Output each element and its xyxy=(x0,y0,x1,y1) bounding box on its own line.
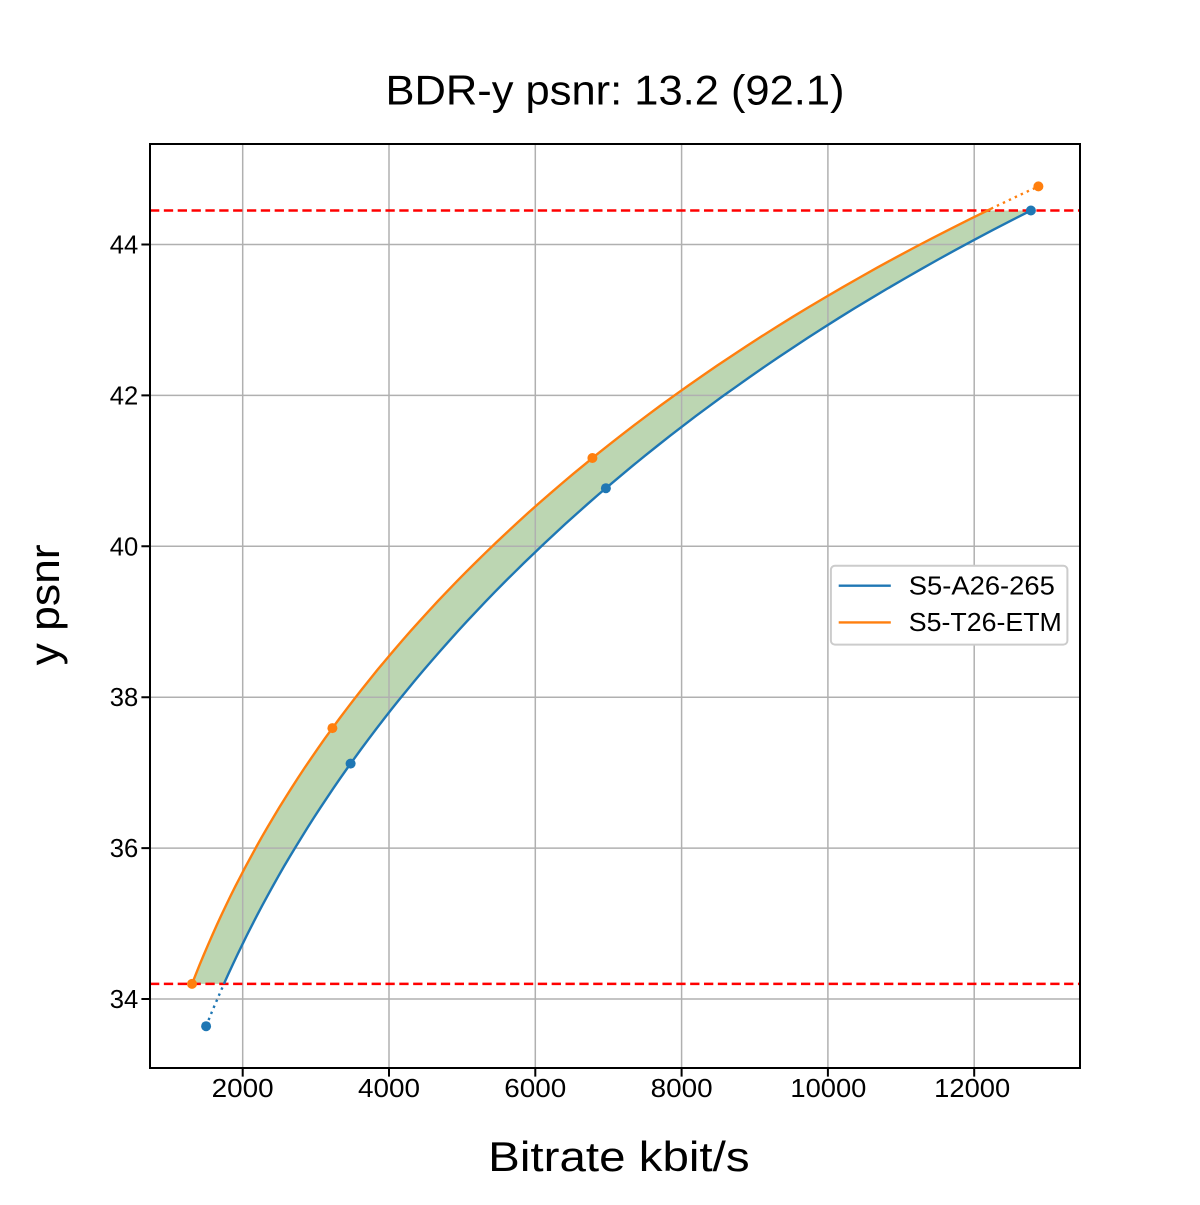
svg-text:Bitrate kbit/s: Bitrate kbit/s xyxy=(488,1133,749,1180)
svg-text:y psnr: y psnr xyxy=(21,544,68,665)
svg-text:8000: 8000 xyxy=(651,1073,713,1103)
svg-text:10000: 10000 xyxy=(790,1073,866,1103)
svg-text:12000: 12000 xyxy=(934,1073,1010,1103)
svg-text:6000: 6000 xyxy=(504,1073,566,1103)
svg-text:34: 34 xyxy=(110,984,139,1014)
svg-text:BDR-y psnr: 13.2 (92.1): BDR-y psnr: 13.2 (92.1) xyxy=(386,67,845,114)
svg-text:44: 44 xyxy=(110,229,139,259)
svg-text:2000: 2000 xyxy=(212,1073,274,1103)
svg-text:40: 40 xyxy=(110,531,139,561)
svg-text:S5-A26-265: S5-A26-265 xyxy=(909,571,1055,601)
svg-text:36: 36 xyxy=(110,833,139,863)
svg-text:4000: 4000 xyxy=(358,1073,420,1103)
svg-text:42: 42 xyxy=(110,380,139,410)
svg-text:38: 38 xyxy=(110,682,139,712)
svg-text:S5-T26-ETM: S5-T26-ETM xyxy=(909,607,1062,637)
